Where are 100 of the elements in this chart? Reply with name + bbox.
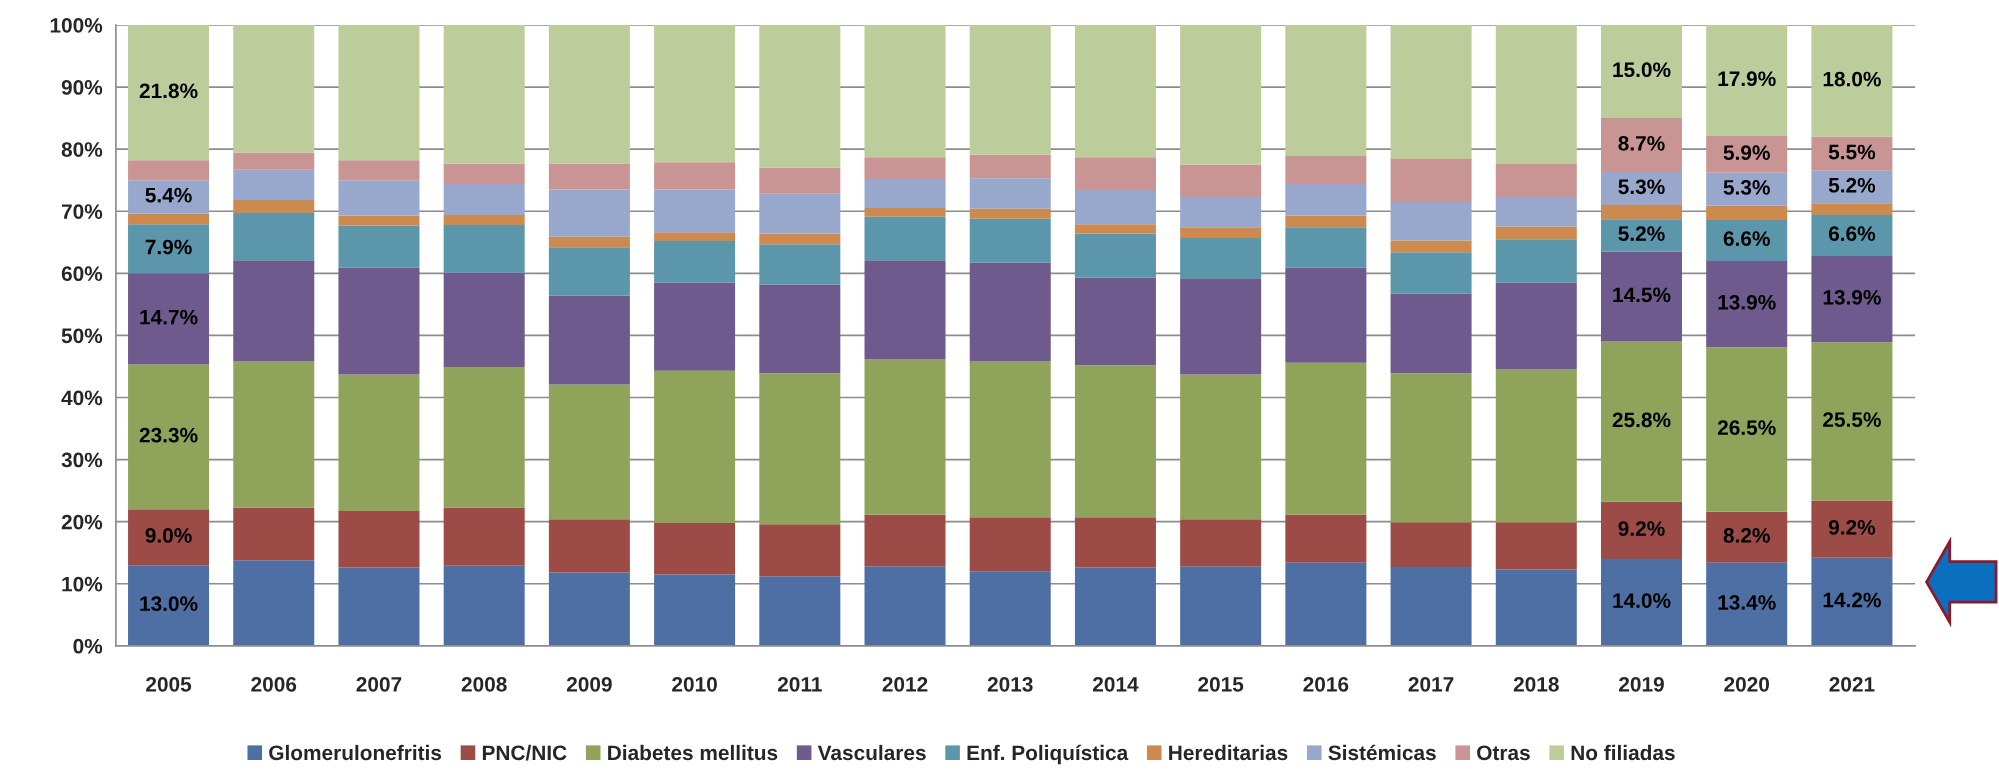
bar	[233, 24, 315, 153]
legend-label: Hereditarias	[1169, 744, 1288, 761]
data-label: 13.0%	[140, 596, 198, 612]
bar	[654, 574, 736, 646]
bar	[1600, 205, 1682, 220]
data-label: 17.9%	[1718, 71, 1776, 87]
bar	[1390, 252, 1472, 294]
bar	[1495, 282, 1577, 370]
bar	[969, 154, 1051, 179]
bar	[338, 374, 420, 512]
bar	[338, 180, 420, 216]
bar	[1074, 567, 1156, 646]
bar	[443, 24, 525, 164]
x-tick-label: 2021	[1829, 676, 1875, 692]
bar	[1285, 183, 1367, 216]
bar	[443, 183, 525, 215]
x-tick-label: 2017	[1408, 676, 1454, 692]
bar	[548, 572, 630, 646]
bar	[864, 260, 946, 360]
bar	[759, 576, 841, 646]
bar	[233, 361, 315, 508]
bar	[128, 224, 210, 274]
bar	[233, 560, 315, 646]
bar	[1495, 226, 1577, 240]
bar	[1811, 500, 1893, 558]
bar	[654, 232, 736, 242]
bar	[548, 384, 630, 520]
bar	[1600, 172, 1682, 206]
bar	[338, 215, 420, 226]
x-tick-label: 2010	[672, 676, 717, 692]
bar	[1495, 164, 1577, 197]
bar	[1074, 224, 1156, 234]
bar	[654, 370, 736, 523]
bar	[548, 247, 630, 296]
bar	[654, 189, 736, 233]
bar	[233, 152, 315, 170]
bar	[1390, 24, 1472, 160]
bar	[1706, 347, 1788, 512]
bar	[1180, 519, 1262, 567]
bar	[654, 24, 736, 163]
data-label: 13.9%	[1823, 289, 1881, 305]
x-tick-label: 2007	[356, 676, 402, 692]
bar	[864, 216, 946, 261]
bar	[1180, 374, 1262, 520]
data-label: 5.2%	[1828, 177, 1876, 193]
data-label: 8.2%	[1723, 528, 1770, 543]
y-tick-label: 20%	[61, 514, 103, 530]
bar	[1600, 251, 1682, 342]
bar	[759, 373, 841, 525]
bar	[1074, 24, 1156, 158]
bar	[969, 218, 1051, 263]
bar	[759, 524, 841, 577]
bar	[969, 361, 1051, 518]
bar	[443, 272, 525, 368]
bar	[1074, 233, 1156, 278]
bar	[1180, 196, 1262, 228]
bar	[759, 167, 841, 194]
bar	[1706, 205, 1788, 220]
x-tick-label: 2015	[1198, 676, 1244, 692]
data-label: 14.0%	[1613, 593, 1671, 608]
bar	[1811, 203, 1893, 215]
data-label: 6.6%	[1828, 226, 1876, 242]
bar	[1285, 562, 1367, 646]
data-label: 14.7%	[140, 309, 198, 325]
bar	[338, 567, 420, 646]
bar	[969, 178, 1051, 209]
bar	[338, 267, 420, 375]
y-tick-label: 50%	[61, 328, 103, 344]
bar	[548, 236, 630, 248]
bar	[1600, 118, 1682, 173]
bar	[1495, 24, 1577, 165]
y-tick-label: 10%	[62, 576, 103, 592]
legend-label: Enf. Poliquística	[967, 744, 1129, 765]
bar	[548, 163, 630, 190]
data-label: 15.0%	[1613, 62, 1671, 78]
bar	[1390, 240, 1472, 253]
bar	[548, 189, 630, 237]
data-label: 14.5%	[1613, 287, 1671, 303]
bar	[864, 359, 946, 515]
bar	[548, 24, 630, 164]
data-label: 7.9%	[145, 239, 192, 255]
data-label: 13.4%	[1718, 595, 1776, 610]
bar	[1495, 369, 1577, 523]
bar	[1600, 558, 1682, 646]
bar	[1706, 511, 1788, 563]
bar	[759, 193, 841, 234]
bar	[233, 213, 315, 261]
bar	[1074, 365, 1156, 518]
bar	[128, 565, 210, 646]
data-label: 9.2%	[1618, 521, 1665, 536]
bar	[1180, 227, 1262, 238]
bar	[233, 200, 315, 214]
bar	[1600, 219, 1682, 252]
bar	[654, 162, 736, 190]
bar	[1495, 522, 1577, 570]
bar	[128, 364, 210, 510]
x-tick-label: 2019	[1619, 676, 1664, 692]
data-label: 9.0%	[145, 528, 192, 543]
data-label: 26.5%	[1717, 420, 1776, 436]
bar	[1285, 155, 1367, 184]
